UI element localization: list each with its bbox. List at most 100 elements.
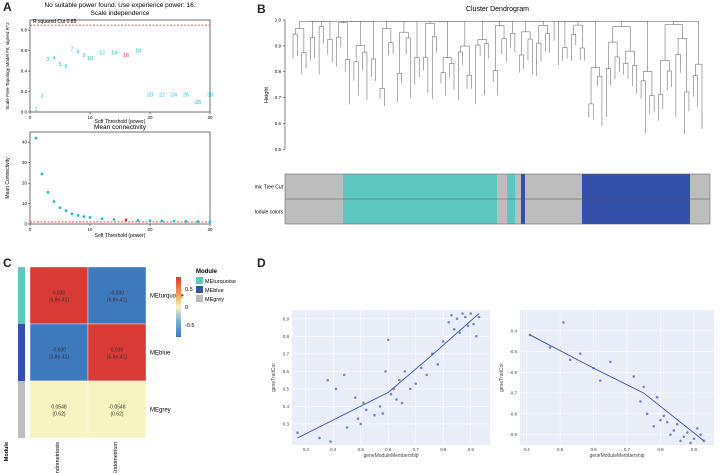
gene-point xyxy=(326,378,330,382)
dendrogram-branch xyxy=(405,37,411,92)
dendrogram-branch xyxy=(429,21,448,58)
dendrogram-branch xyxy=(492,70,498,90)
gene-point xyxy=(642,385,646,389)
dendrogram-branch xyxy=(612,26,631,52)
gene-point xyxy=(463,315,467,319)
heatmap-cell xyxy=(29,380,89,439)
dendrogram-branch xyxy=(397,73,403,96)
panel-letter-a: A xyxy=(3,0,12,14)
y-axis-label: Mean Connectivity xyxy=(5,157,11,199)
plot-subtitle: Scale independence xyxy=(91,10,150,17)
dendrogram-branch xyxy=(318,26,324,69)
gene-point xyxy=(386,338,390,342)
dendrogram-branch xyxy=(536,42,542,70)
connectivity-point xyxy=(76,214,80,217)
dendrogram-branch xyxy=(556,21,566,48)
dendrogram-branch xyxy=(649,95,655,108)
y-axis-label: Scale Free Topology Model Fit, signed R^… xyxy=(5,22,10,110)
y-tick-label: 0.6 xyxy=(283,369,290,374)
plot-title: No suitable power found. Use experience … xyxy=(44,2,195,9)
dendrogram-branch xyxy=(695,63,703,123)
module-color-segment xyxy=(507,174,515,199)
gene-point xyxy=(639,400,642,403)
heatmap-cell xyxy=(87,323,147,382)
row-label: MEblue xyxy=(150,351,171,357)
gene-point xyxy=(408,387,412,391)
dendrogram-branch xyxy=(501,38,507,57)
dendrogram-branch xyxy=(362,51,368,94)
x-tick-label: 0.6 xyxy=(590,447,597,452)
y-axis-label: geneTraitCor xyxy=(271,363,277,392)
power-label-point: 6 xyxy=(64,64,67,70)
dendrogram-title: Cluster Dendrogram xyxy=(466,6,529,13)
gene-point xyxy=(474,334,478,338)
power-label-point: 28 xyxy=(195,100,201,106)
cell-pvalue: (6.8e-41) xyxy=(107,298,128,304)
dendrogram-branch xyxy=(579,47,585,55)
dendrogram-branch xyxy=(484,43,490,90)
y-tick-label: -0.4 xyxy=(509,328,517,333)
panel-letter-c: C xyxy=(3,256,12,270)
module-color-segment xyxy=(690,199,710,224)
dendrogram-branch xyxy=(423,56,429,87)
connectivity-point xyxy=(148,219,152,223)
y-tick-label: 0.8 xyxy=(283,334,290,339)
dendrogram-branch xyxy=(299,21,317,29)
gene-point xyxy=(568,358,572,362)
x-tick-label: 0.8 xyxy=(657,447,664,452)
dendrogram-branch xyxy=(640,80,646,128)
gene-point xyxy=(652,425,656,428)
dendrogram-branch xyxy=(608,41,618,69)
dendrogram-branch xyxy=(643,71,653,96)
x-tick-label: 0.7 xyxy=(413,447,420,452)
dendrogram-branch xyxy=(525,21,544,32)
gene-point xyxy=(452,327,456,331)
row-label: MEgrey xyxy=(150,408,171,414)
power-label-point: 1 xyxy=(34,107,37,113)
gene-point xyxy=(659,418,662,422)
x-tick-label: 20 xyxy=(147,115,153,120)
gene-point xyxy=(318,436,321,440)
plot-title: Mean connectivity xyxy=(94,124,147,131)
dendrogram-branch xyxy=(606,68,611,112)
y-tick-label: 0.5 xyxy=(283,386,290,391)
dendrogram-branch xyxy=(693,75,698,101)
plot-background xyxy=(520,310,714,445)
dendrogram-branch xyxy=(292,33,298,53)
cluster-dendrogram: Cluster Dendrogram Height 0.5 0.6 0.7 0.8 0.9 1… xyxy=(255,6,711,225)
x-tick-label: 30 xyxy=(207,115,213,120)
y-tick-label: 0.3 xyxy=(283,421,290,426)
x-axis-label: geneModuleMembership xyxy=(363,453,418,459)
y-tick-label: -0.7 xyxy=(509,391,517,396)
x-tick-label: 0.4 xyxy=(330,447,337,452)
dendrogram-branch xyxy=(336,36,342,61)
power-label-point: 2 xyxy=(40,94,43,100)
dendrogram-branch xyxy=(381,28,392,89)
power-label-point: 16 xyxy=(123,53,129,59)
gene-point xyxy=(455,317,459,321)
gene-point xyxy=(609,360,612,364)
dendrogram-branch xyxy=(294,28,305,53)
connectivity-point xyxy=(196,220,200,223)
scale-independence-plot: No suitable power found. Use experience … xyxy=(5,2,213,125)
connectivity-point xyxy=(34,136,38,140)
gene-point xyxy=(695,427,699,430)
connectivity-point xyxy=(82,215,86,219)
gene-point xyxy=(378,405,382,408)
x-tick-label: 20 xyxy=(147,227,153,232)
gene-point xyxy=(562,321,565,324)
heatmap-cell xyxy=(87,380,147,439)
x-tick-label: 0.9 xyxy=(468,447,475,452)
power-label-point: 4 xyxy=(52,56,55,62)
row-label-dynamic-tree-cut: Dynamic Tree Cut xyxy=(255,185,284,191)
y-tick-label: 1.0 xyxy=(275,18,282,23)
module-color-segment xyxy=(285,174,343,199)
legend-title: Module xyxy=(196,269,218,275)
panel-letter-b: B xyxy=(257,2,266,16)
heatmap-cell xyxy=(29,323,89,382)
gene-point xyxy=(373,413,376,417)
cell-pvalue: (6.8e-41) xyxy=(49,298,70,304)
dendrogram-branch xyxy=(684,91,690,129)
color-scale-tick: 0.5 xyxy=(185,287,193,293)
dendrogram-branch xyxy=(475,44,481,99)
